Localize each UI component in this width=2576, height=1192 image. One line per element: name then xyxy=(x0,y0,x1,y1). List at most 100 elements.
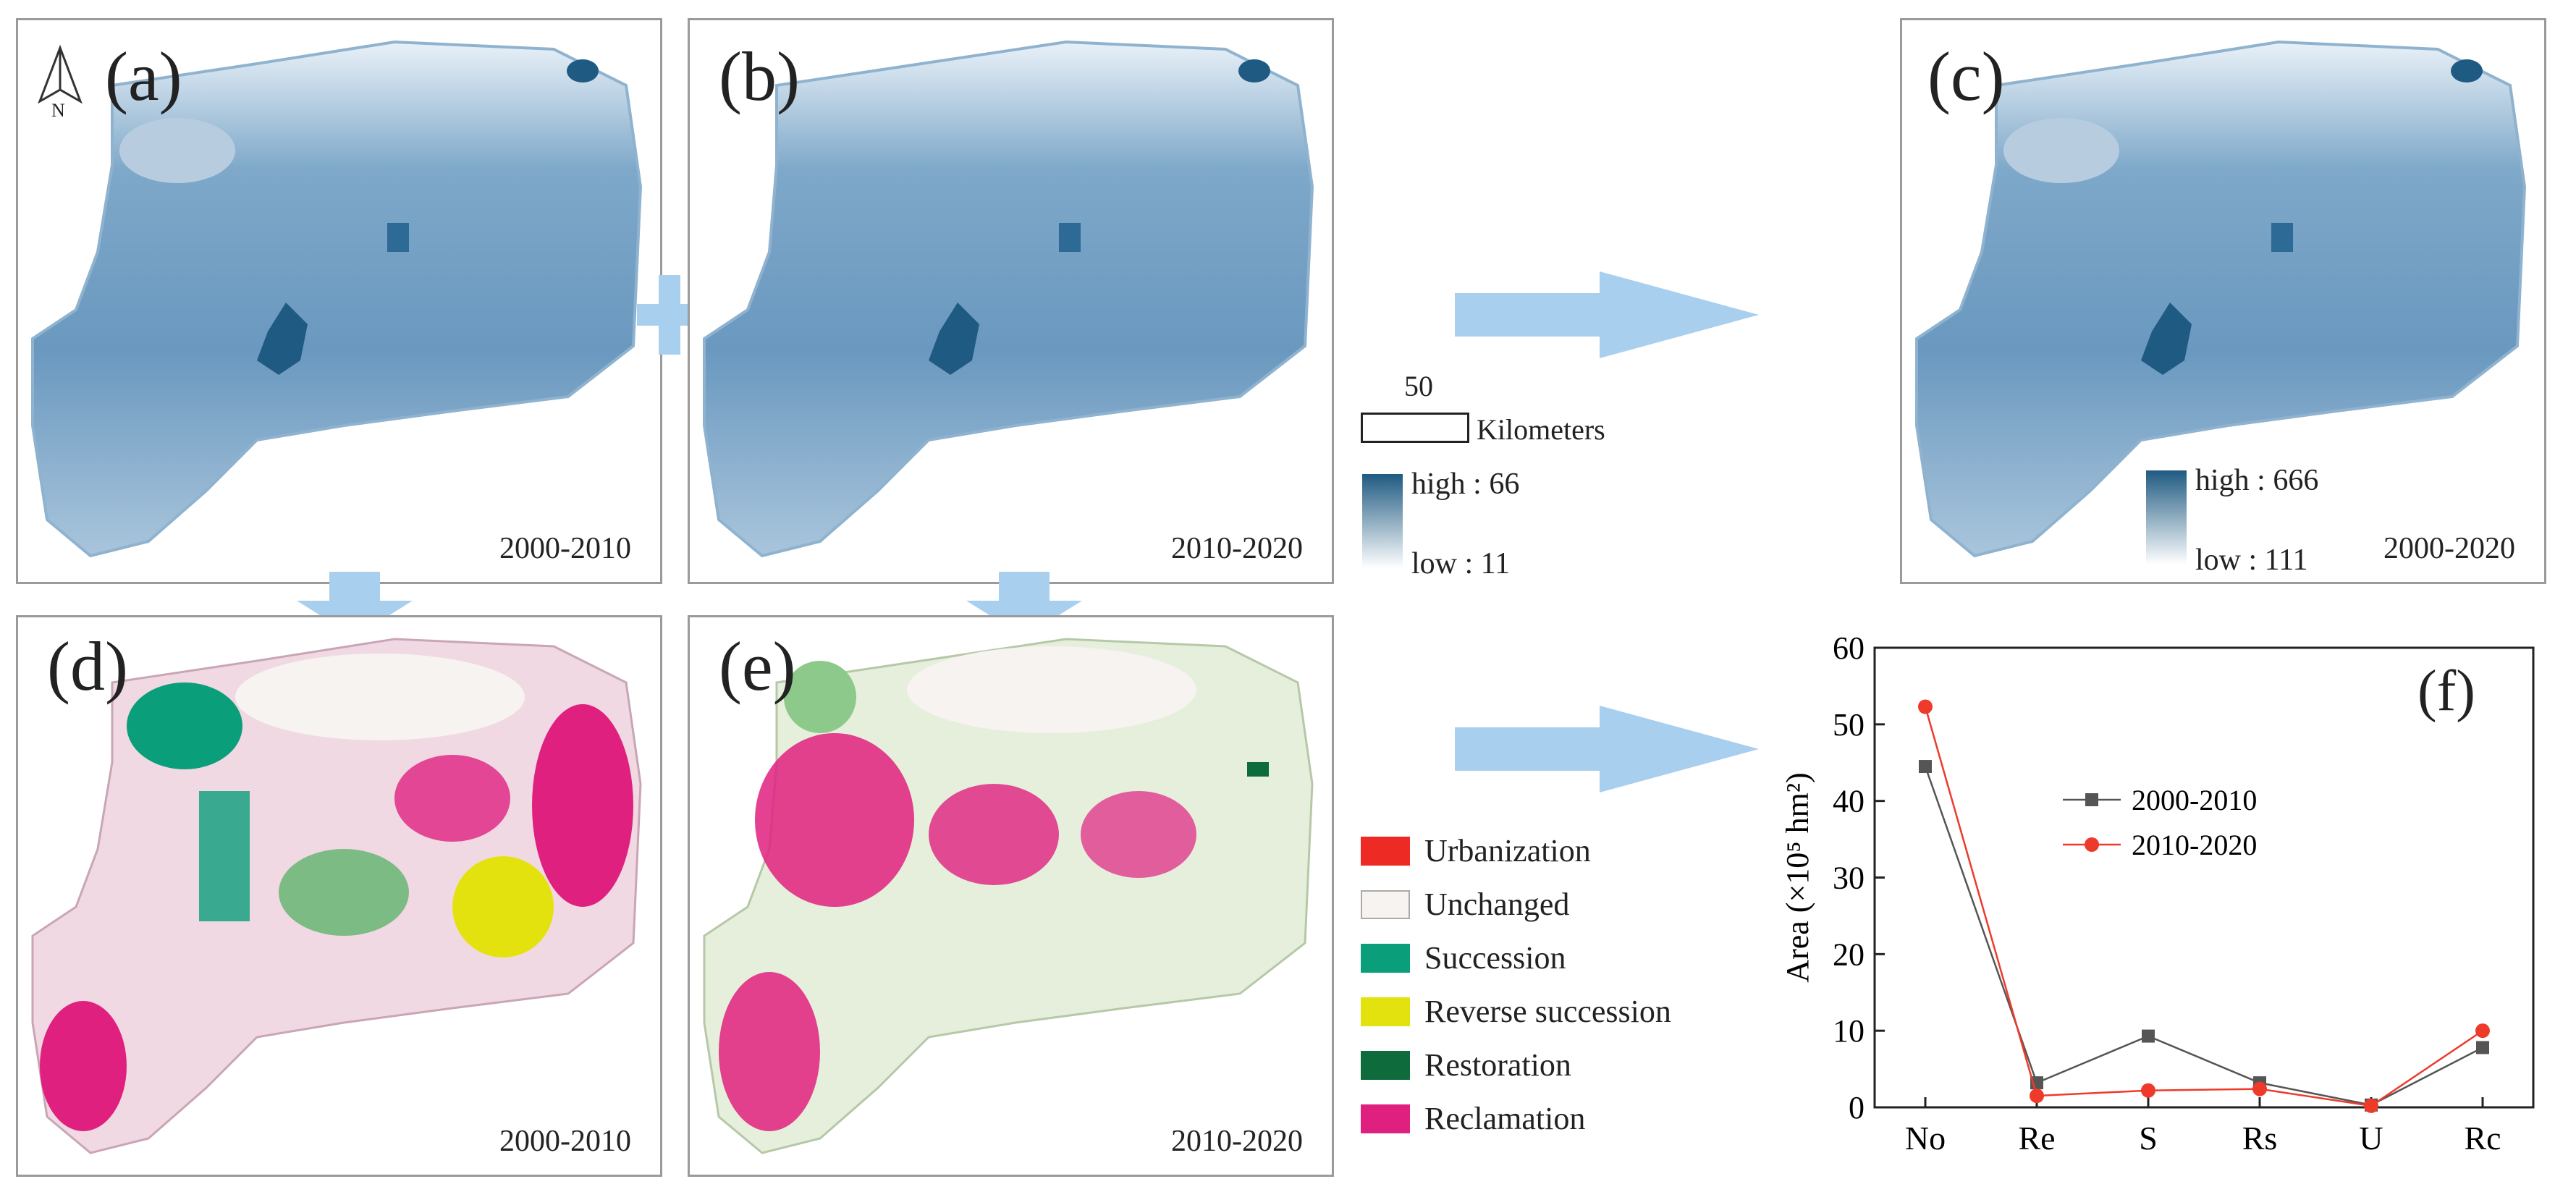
legend-item-unchanged: Unchanged xyxy=(1361,886,1569,923)
panel-label-e: (e) xyxy=(719,627,796,705)
arrow-down-b xyxy=(966,572,1082,637)
panel-b: (b) 2010-2020 xyxy=(688,18,1334,584)
y-tick-label: 60 xyxy=(1833,630,1865,666)
succession-patch xyxy=(127,682,242,769)
lake-nw xyxy=(2003,118,2119,183)
data-point xyxy=(2252,1081,2267,1096)
y-tick-label: 10 xyxy=(1833,1013,1865,1049)
x-tick-label: Rc xyxy=(2464,1120,2501,1157)
y-axis-label: Area (×10⁵ hm²) xyxy=(1780,772,1815,982)
data-point xyxy=(2475,1023,2490,1039)
legend-item-succession: Succession xyxy=(1361,939,1566,976)
gradient-legend-ab: high : 66 low : 11 xyxy=(1361,467,1578,583)
scale-value: 50 xyxy=(1404,370,1433,402)
reclamation-patch-3 xyxy=(394,755,510,842)
legend-swatch xyxy=(1361,997,1410,1026)
reclamation-patch xyxy=(532,704,633,907)
map-c xyxy=(1915,40,2527,558)
map-a xyxy=(31,40,643,558)
reclamation-patch-4 xyxy=(719,972,820,1131)
panel-f: 0 10 20 30 40 50 60 No Re S Rs U Rc Area (×10⁵ hm²) 20… xyxy=(1752,622,2555,1187)
unchanged-patch xyxy=(907,646,1196,733)
legend-swatch xyxy=(1361,1104,1410,1133)
panel-c: (c) high : 666 low : 111 2000-2020 xyxy=(1900,18,2546,584)
period-e: 2010-2020 xyxy=(1171,1125,1303,1158)
x-tick-label: Re xyxy=(2018,1120,2055,1157)
legend-label: Urbanization xyxy=(1424,833,1591,868)
reservoir xyxy=(2141,303,2192,375)
map-b xyxy=(703,40,1314,558)
north-arrow: N xyxy=(31,42,89,122)
north-arrow-icon xyxy=(38,44,83,104)
gradient-low: low : 11 xyxy=(1411,547,1511,580)
period-a: 2000-2010 xyxy=(499,532,631,565)
change-legend: Urbanization Unchanged Succession Reverse s… xyxy=(1361,832,1723,1158)
y-tick-label: 0 xyxy=(1849,1090,1865,1125)
lake-ne xyxy=(1238,59,1270,83)
legend-label: Succession xyxy=(1424,940,1566,976)
legend-label: Restoration xyxy=(1424,1047,1571,1083)
x-tick-label: No xyxy=(1905,1120,1946,1157)
x-tick-label: U xyxy=(2359,1120,2383,1157)
restoration-patch xyxy=(1247,762,1269,777)
panel-label-c: (c) xyxy=(1927,38,2005,115)
legend-swatch xyxy=(1361,1050,1410,1080)
panel-e: (e) 2010-2020 xyxy=(688,615,1334,1177)
region-shape xyxy=(703,40,1314,558)
succession-patch-2 xyxy=(199,791,250,921)
data-point xyxy=(2476,1041,2489,1054)
region-shape xyxy=(31,40,643,558)
y-tick-label: 30 xyxy=(1833,861,1865,896)
x-tick-label: Rs xyxy=(2242,1120,2278,1157)
lake-small xyxy=(2271,223,2293,252)
scale-box xyxy=(1361,413,1469,443)
gradient-bar xyxy=(2146,470,2187,565)
legend-item-urbanization: Urbanization xyxy=(1361,832,1591,869)
period-b: 2010-2020 xyxy=(1171,532,1303,565)
reclamation-patch-3 xyxy=(1081,791,1196,878)
reverse-succession-patch xyxy=(452,856,554,958)
data-point xyxy=(2141,1083,2155,1098)
reclamation-patch-2 xyxy=(929,784,1059,885)
data-point xyxy=(2142,1029,2155,1043)
map-d xyxy=(31,638,642,1154)
gradient-legend-c: high : 666 low : 111 xyxy=(2145,463,2383,579)
north-label: N xyxy=(51,100,65,121)
legend-label: Reclamation xyxy=(1424,1101,1586,1136)
reservoir xyxy=(929,303,979,375)
series-line-2010-2020 xyxy=(1924,706,2483,1107)
gradient-low: low : 111 xyxy=(2195,544,2308,577)
lake-ne xyxy=(2451,59,2483,83)
panel-d: (d) 2000-2010 xyxy=(16,615,662,1177)
panel-label-f: (f) xyxy=(2417,659,2475,723)
panel-label-d: (d) xyxy=(47,627,128,705)
unchanged-patch xyxy=(235,654,525,740)
y-tick-label: 40 xyxy=(1833,784,1865,819)
arrow-right-bottom xyxy=(1455,706,1759,792)
map-e xyxy=(703,638,1314,1154)
legend-label: 2010-2020 xyxy=(2132,829,2257,861)
reclamation-patch xyxy=(755,733,914,907)
gradient-high: high : 66 xyxy=(1411,468,1520,501)
series-line-2000-2010 xyxy=(1924,766,2483,1107)
period-d: 2000-2010 xyxy=(499,1125,631,1158)
legend-label: Reverse succession xyxy=(1424,994,1671,1029)
legend-item-restoration: Restoration xyxy=(1361,1047,1571,1083)
arrow-right-top xyxy=(1455,271,1759,358)
area-line-chart: 0 10 20 30 40 50 60 No Re S Rs U Rc Area (×10⁵ hm²) 20… xyxy=(1780,630,2535,1157)
legend-marker xyxy=(2085,837,2099,852)
legend-swatch xyxy=(1361,836,1410,866)
succession-patch-3 xyxy=(279,849,409,936)
scale-bar: 50 Kilometers xyxy=(1361,369,1636,456)
data-point xyxy=(1919,760,1932,774)
period-c: 2000-2020 xyxy=(2383,532,2515,565)
y-tick-label: 50 xyxy=(1833,707,1865,743)
succession-patch xyxy=(784,661,856,733)
data-point xyxy=(1918,699,1933,714)
legend-item-reclamation: Reclamation xyxy=(1361,1100,1585,1137)
scale-unit: Kilometers xyxy=(1477,413,1605,446)
lake-nw xyxy=(119,118,235,183)
gradient-bar xyxy=(1362,474,1403,568)
lake-small xyxy=(387,223,409,252)
data-point xyxy=(2364,1098,2378,1113)
